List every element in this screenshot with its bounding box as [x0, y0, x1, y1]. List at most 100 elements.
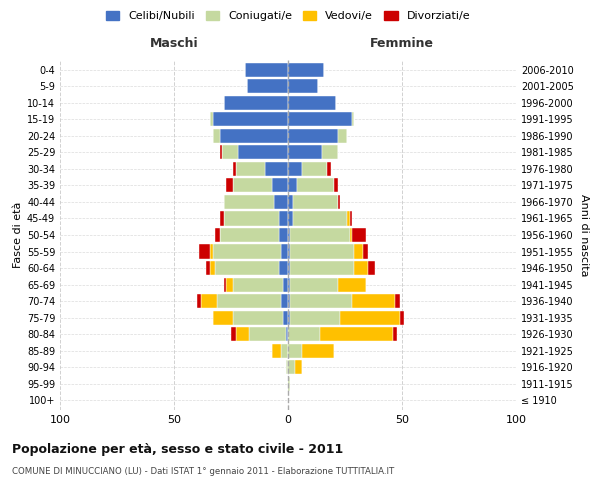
Bar [211, 112, 213, 126]
Bar [293, 195, 338, 209]
Bar [206, 261, 211, 275]
Text: Maschi: Maschi [149, 37, 199, 50]
Bar [288, 212, 293, 226]
Bar [224, 195, 274, 209]
Bar [215, 261, 279, 275]
Bar [199, 244, 211, 258]
Bar [290, 278, 338, 291]
Bar [290, 244, 354, 258]
Bar [352, 294, 395, 308]
Bar [283, 310, 288, 324]
Bar [226, 178, 233, 192]
Bar [368, 261, 374, 275]
Text: COMUNE DI MINUCCIANO (LU) - Dati ISTAT 1° gennaio 2011 - Elaborazione TUTTITALIA: COMUNE DI MINUCCIANO (LU) - Dati ISTAT 1… [12, 468, 394, 476]
Bar [290, 261, 354, 275]
Bar [283, 278, 288, 291]
Bar [233, 178, 272, 192]
Bar [247, 80, 288, 94]
Bar [281, 294, 288, 308]
Bar [290, 294, 352, 308]
Y-axis label: Anni di nascita: Anni di nascita [579, 194, 589, 276]
Bar [288, 376, 290, 390]
Bar [231, 327, 236, 341]
Bar [265, 162, 288, 176]
Bar [297, 178, 334, 192]
Bar [211, 244, 213, 258]
Bar [293, 212, 347, 226]
Bar [279, 228, 288, 242]
Bar [288, 228, 290, 242]
Bar [226, 278, 233, 291]
Bar [338, 129, 347, 143]
Bar [274, 195, 288, 209]
Bar [288, 278, 290, 291]
Bar [236, 327, 249, 341]
Bar [320, 327, 393, 341]
Bar [236, 162, 265, 176]
Bar [220, 146, 222, 160]
Bar [288, 63, 325, 77]
Bar [347, 212, 350, 226]
Bar [279, 212, 288, 226]
Bar [202, 294, 217, 308]
Bar [281, 344, 288, 357]
Bar [322, 146, 338, 160]
Bar [290, 310, 340, 324]
Bar [238, 146, 288, 160]
Bar [288, 294, 290, 308]
Bar [279, 261, 288, 275]
Bar [224, 96, 288, 110]
Bar [400, 310, 404, 324]
Bar [220, 212, 224, 226]
Text: Popolazione per età, sesso e stato civile - 2011: Popolazione per età, sesso e stato civil… [12, 442, 343, 456]
Bar [334, 178, 338, 192]
Bar [288, 195, 293, 209]
Bar [288, 162, 302, 176]
Bar [213, 310, 233, 324]
Bar [233, 310, 283, 324]
Bar [272, 344, 281, 357]
Bar [295, 360, 302, 374]
Bar [395, 294, 400, 308]
Bar [288, 146, 322, 160]
Bar [302, 344, 334, 357]
Bar [217, 294, 281, 308]
Bar [288, 129, 338, 143]
Bar [338, 278, 365, 291]
Bar [213, 244, 281, 258]
Bar [288, 244, 290, 258]
Bar [352, 228, 365, 242]
Bar [302, 162, 327, 176]
Bar [288, 310, 290, 324]
Bar [224, 278, 226, 291]
Bar [338, 195, 340, 209]
Bar [354, 244, 363, 258]
Bar [213, 129, 220, 143]
Bar [288, 112, 352, 126]
Bar [286, 327, 288, 341]
Bar [281, 244, 288, 258]
Bar [288, 96, 336, 110]
Bar [288, 261, 290, 275]
Bar [224, 212, 279, 226]
Bar [363, 244, 368, 258]
Bar [233, 162, 236, 176]
Legend: Celibi/Nubili, Coniugati/e, Vedovi/e, Divorziati/e: Celibi/Nubili, Coniugati/e, Vedovi/e, Di… [101, 6, 475, 25]
Bar [350, 212, 352, 226]
Bar [220, 228, 279, 242]
Bar [197, 294, 202, 308]
Bar [215, 228, 220, 242]
Bar [272, 178, 288, 192]
Bar [288, 327, 320, 341]
Bar [354, 261, 368, 275]
Bar [220, 129, 288, 143]
Bar [211, 261, 215, 275]
Bar [286, 360, 288, 374]
Bar [213, 112, 288, 126]
Bar [290, 228, 350, 242]
Y-axis label: Fasce di età: Fasce di età [13, 202, 23, 268]
Bar [340, 310, 400, 324]
Bar [350, 228, 352, 242]
Text: Femmine: Femmine [370, 37, 434, 50]
Bar [393, 327, 397, 341]
